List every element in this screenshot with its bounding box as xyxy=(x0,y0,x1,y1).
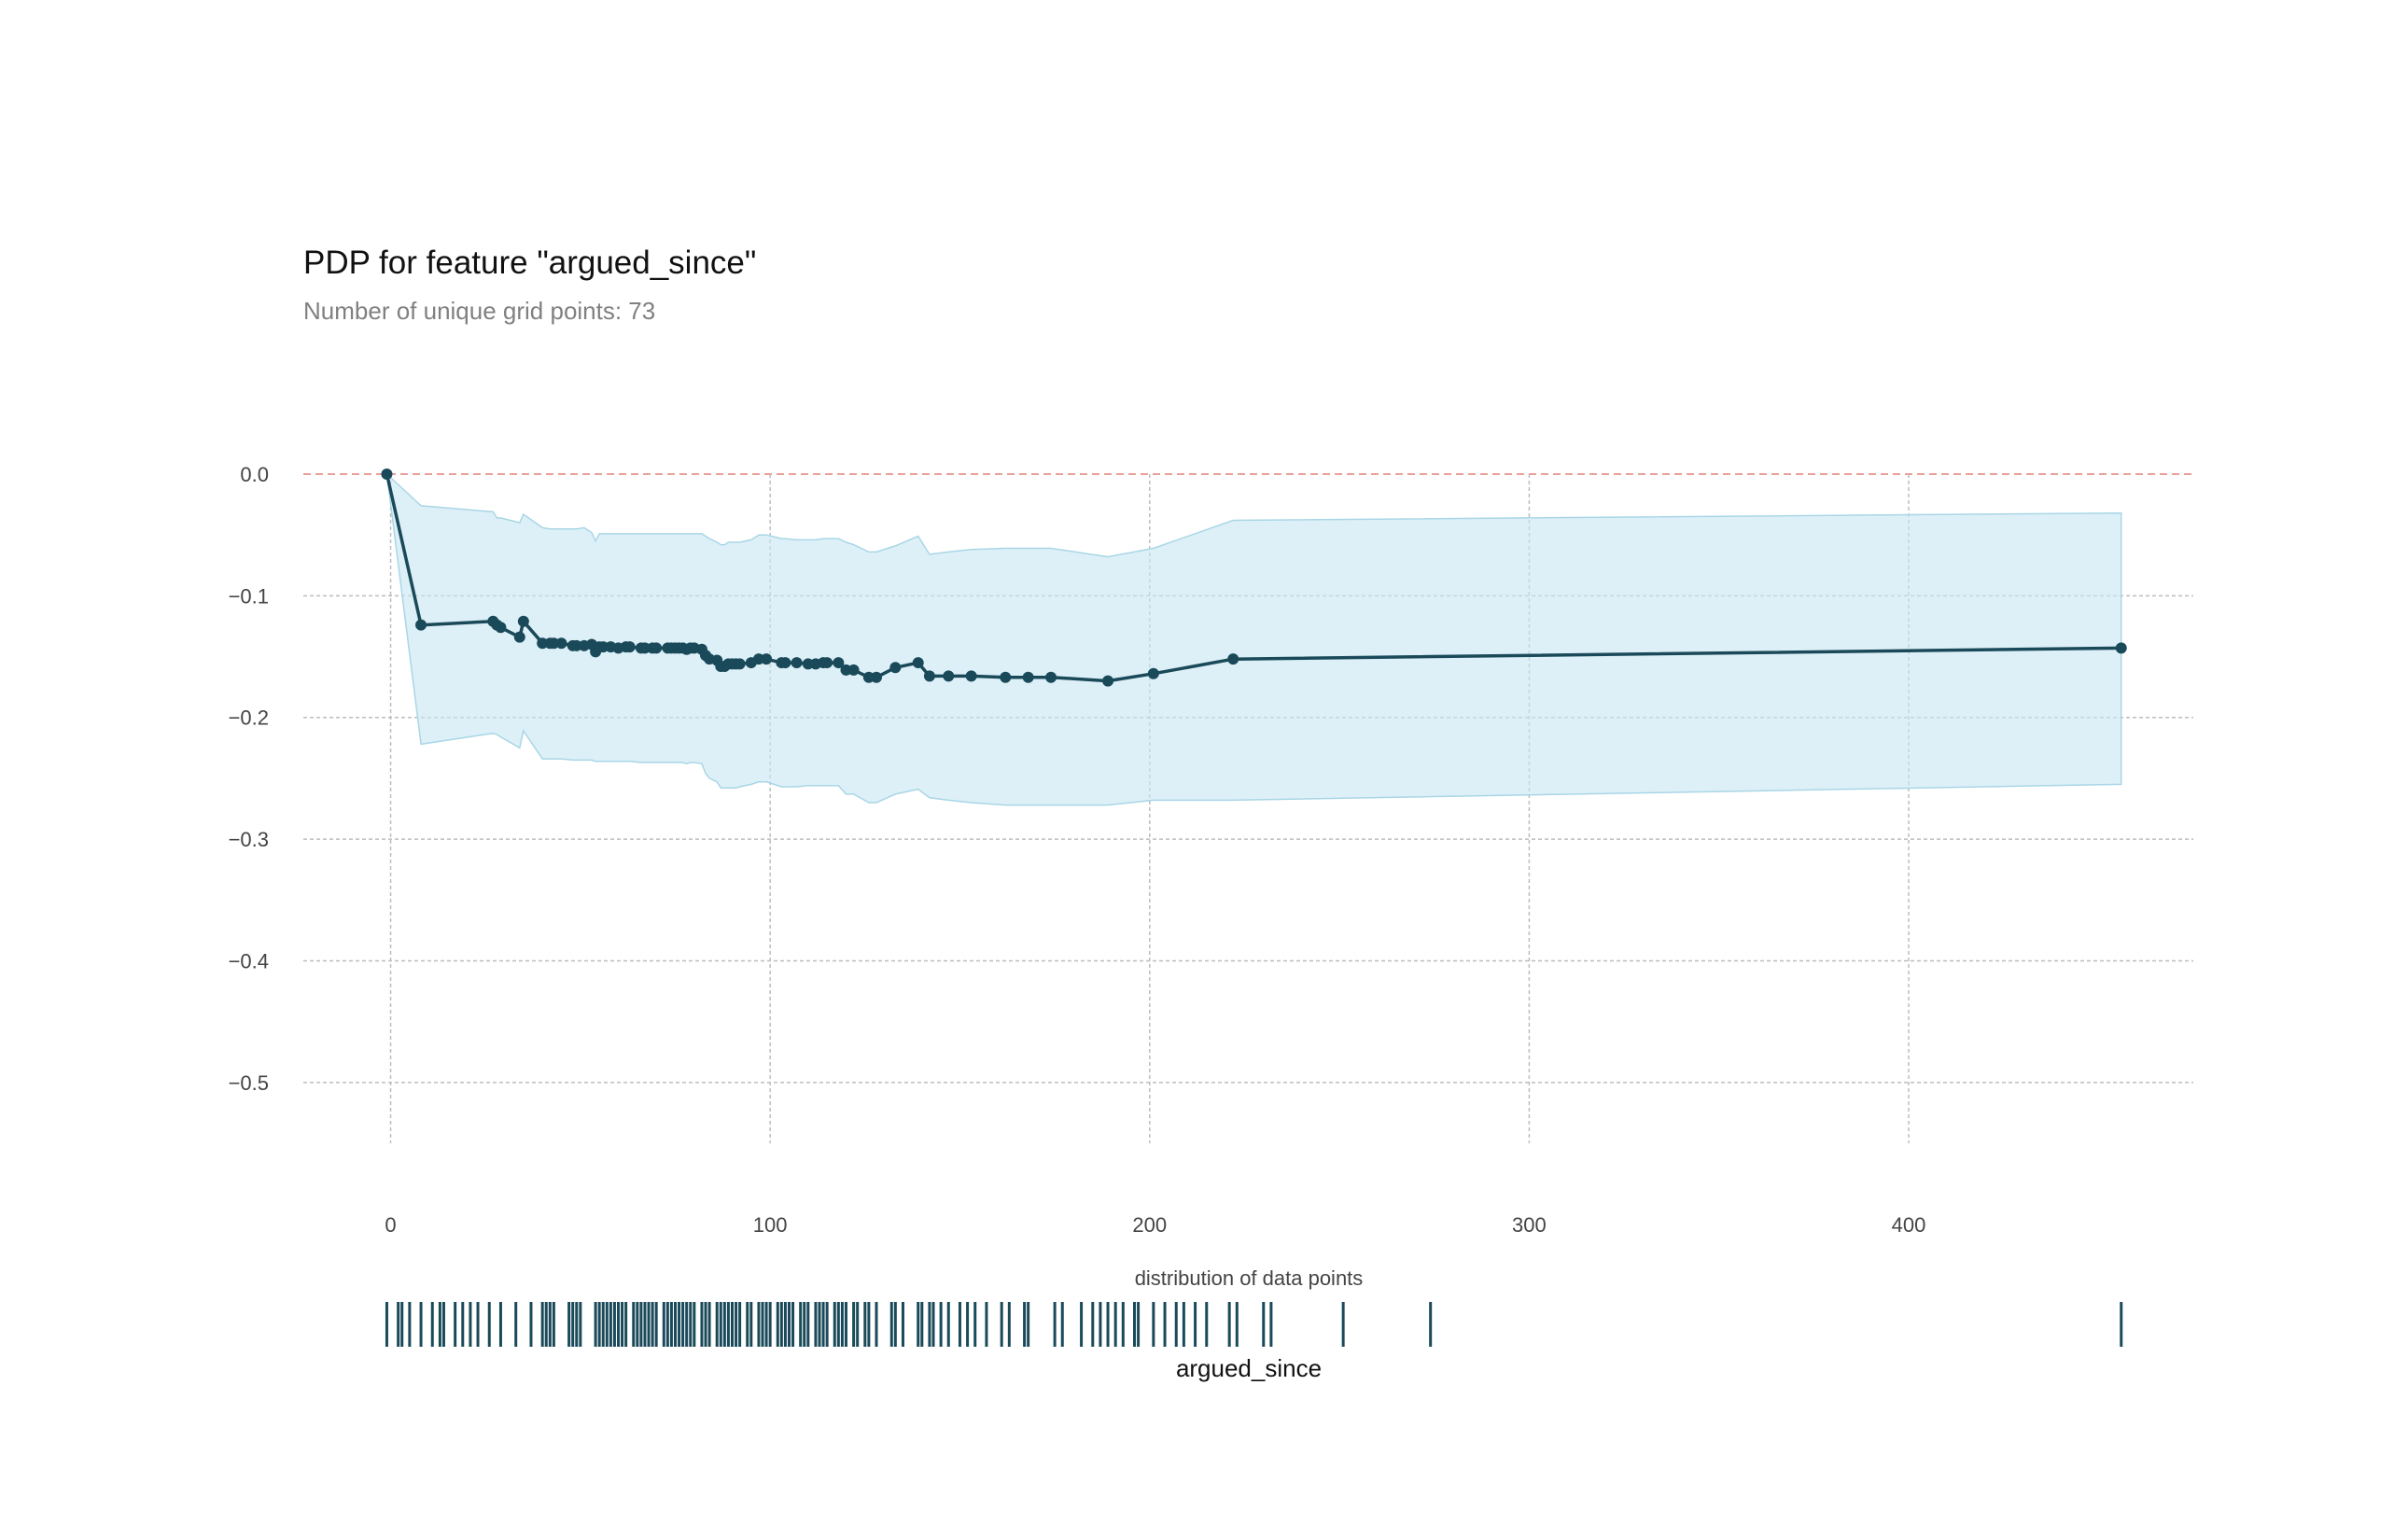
pdp-point xyxy=(623,641,636,653)
axis-ticks: 0.0 −0.1 −0.2 −0.3 −0.4 −0.5 0 100 200 300 400 xyxy=(229,463,1926,1237)
pdp-point xyxy=(847,664,860,676)
y-tick-label: −0.5 xyxy=(229,1071,269,1095)
pdp-point xyxy=(943,670,955,682)
pdp-point xyxy=(495,622,507,634)
pdp-point xyxy=(651,642,663,654)
pdp-point xyxy=(761,653,773,665)
y-tick-label: −0.1 xyxy=(229,584,269,608)
pdp-point xyxy=(1022,671,1034,683)
pdp-point xyxy=(791,657,803,669)
pdp-point xyxy=(1000,671,1012,683)
distribution-title: distribution of data points xyxy=(1135,1266,1364,1290)
pdp-point xyxy=(1227,653,1239,665)
y-tick-label: −0.4 xyxy=(229,949,269,972)
pdp-point xyxy=(965,670,977,682)
pdp-point xyxy=(912,657,924,669)
y-tick-label: −0.3 xyxy=(229,828,269,851)
chart-title: PDP for feature "argued_since" xyxy=(303,245,757,281)
x-axis-label: argued_since xyxy=(1176,1354,1322,1382)
pdp-point xyxy=(555,637,567,650)
x-tick-label: 400 xyxy=(1892,1213,1926,1237)
y-tick-label: 0.0 xyxy=(240,463,269,486)
chart-subtitle: Number of unique grid points: 73 xyxy=(303,297,656,325)
pdp-point xyxy=(517,615,529,627)
x-tick-label: 100 xyxy=(753,1213,788,1237)
pdp-point xyxy=(923,670,935,682)
y-tick-label: −0.2 xyxy=(229,707,269,730)
pdp-point xyxy=(381,469,393,480)
confidence-band xyxy=(385,472,2122,806)
pdp-point xyxy=(1045,671,1057,683)
x-tick-label: 200 xyxy=(1132,1213,1167,1237)
pdp-point xyxy=(871,671,883,683)
pdp-point xyxy=(833,657,845,669)
pdp-point xyxy=(2115,642,2127,654)
confidence-band-area xyxy=(385,472,2122,806)
pdp-line xyxy=(381,469,2127,687)
data-distribution-rug xyxy=(385,1302,2123,1347)
pdp-point xyxy=(779,657,791,669)
pdp-point xyxy=(1102,675,1114,687)
pdp-point xyxy=(513,631,525,643)
pdp-point xyxy=(889,662,902,674)
pdp-point xyxy=(734,658,746,670)
pdp-point xyxy=(1147,667,1159,679)
pdp-point xyxy=(821,657,833,669)
pdp-point xyxy=(415,619,427,631)
x-tick-label: 300 xyxy=(1512,1213,1547,1237)
x-tick-label: 0 xyxy=(385,1213,396,1237)
